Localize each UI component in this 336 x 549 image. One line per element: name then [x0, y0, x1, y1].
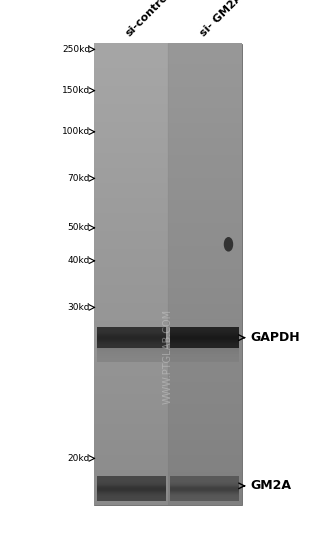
- Text: si- GM2A: si- GM2A: [198, 0, 244, 38]
- Text: GAPDH: GAPDH: [250, 331, 300, 344]
- Circle shape: [224, 238, 233, 251]
- Text: 70kd: 70kd: [68, 174, 90, 183]
- Text: 150kd: 150kd: [62, 86, 90, 95]
- Text: 20kd: 20kd: [68, 454, 90, 463]
- Text: GM2A: GM2A: [250, 479, 291, 492]
- Text: WWW.PTGLAB.COM: WWW.PTGLAB.COM: [163, 309, 173, 405]
- Bar: [94, 44, 242, 505]
- Text: si-control: si-control: [124, 0, 173, 38]
- Text: 40kd: 40kd: [68, 256, 90, 265]
- Text: 100kd: 100kd: [62, 127, 90, 136]
- Text: 50kd: 50kd: [68, 223, 90, 232]
- Text: 250kd: 250kd: [62, 45, 90, 54]
- Text: 30kd: 30kd: [68, 303, 90, 312]
